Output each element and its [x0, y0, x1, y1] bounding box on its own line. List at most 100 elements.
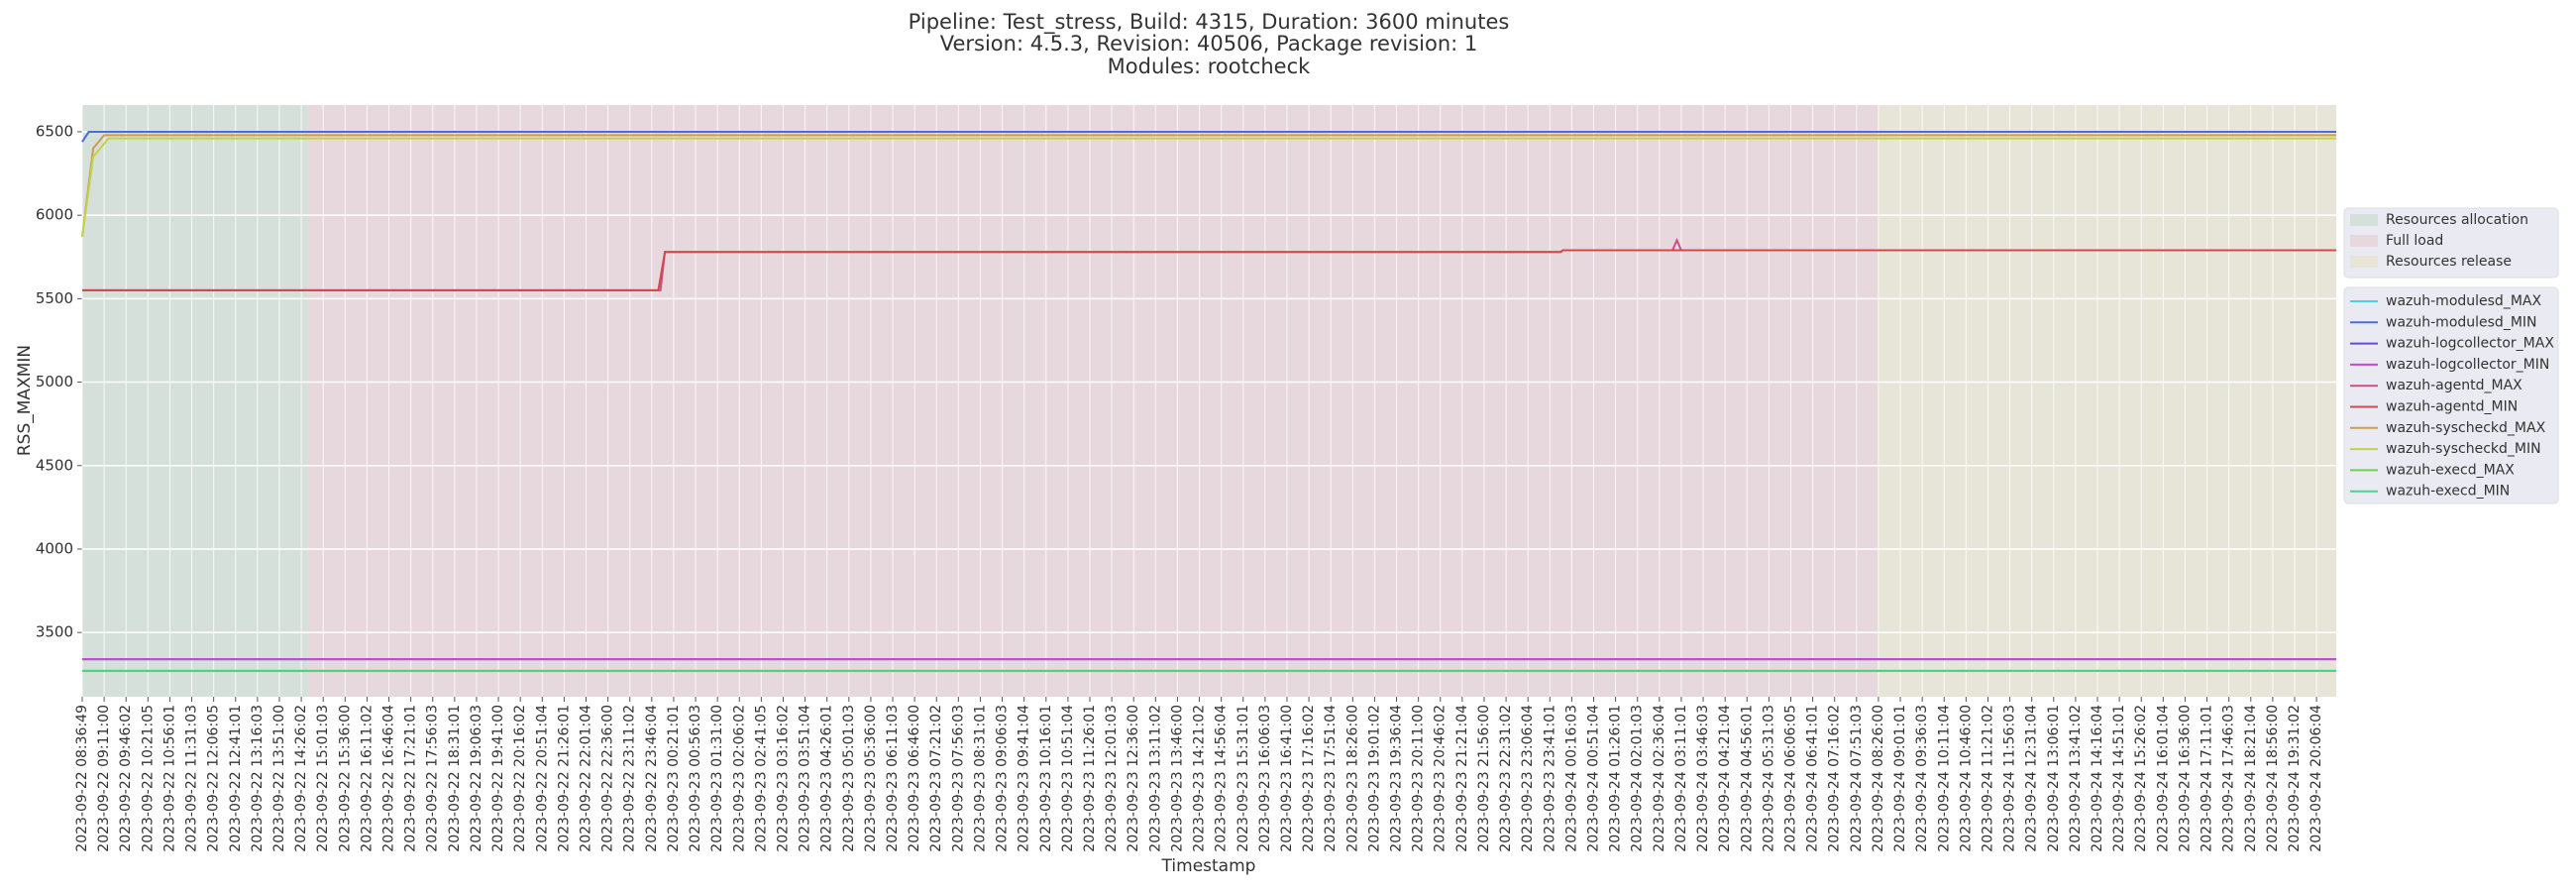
x-tick-label: 2023-09-24 17:46:03 [2221, 705, 2237, 852]
x-tick-label: 2023-09-24 13:06:01 [2046, 705, 2062, 852]
x-tick-label: 2023-09-24 00:51:04 [1586, 705, 1602, 852]
legend-label: wazuh-agentd_MIN [2386, 399, 2518, 415]
y-tick-label: 3500 [36, 623, 73, 641]
legend-label: wazuh-logcollector_MIN [2386, 357, 2549, 373]
x-tick-label: 2023-09-22 12:41:01 [228, 705, 244, 852]
x-tick-label: 2023-09-24 11:21:02 [1980, 705, 1995, 852]
x-tick-label: 2023-09-22 17:21:01 [403, 705, 419, 852]
x-tick-label: 2023-09-24 05:31:03 [1761, 705, 1776, 852]
y-tick-label: 5500 [36, 289, 73, 307]
x-tick-label: 2023-09-22 12:06:05 [206, 705, 222, 852]
x-tick-label: 2023-09-22 19:06:03 [469, 705, 484, 852]
x-tick-label: 2023-09-23 03:16:02 [775, 705, 791, 852]
x-tick-label: 2023-09-23 02:06:02 [731, 705, 747, 852]
x-tick-label: 2023-09-22 08:36:49 [74, 705, 90, 852]
legend-label: wazuh-syscheckd_MAX [2386, 420, 2546, 436]
x-tick-label: 2023-09-24 14:51:01 [2111, 705, 2127, 852]
x-tick-label: 2023-09-24 16:01:04 [2155, 705, 2171, 852]
x-tick-label: 2023-09-23 05:01:03 [841, 705, 857, 852]
x-tick-label: 2023-09-24 06:41:01 [1805, 705, 1821, 852]
x-tick-label: 2023-09-24 07:51:03 [1849, 705, 1865, 852]
x-tick-label: 2023-09-24 06:06:05 [1782, 705, 1798, 852]
title-line: Version: 4.5.3, Revision: 40506, Package… [940, 32, 1478, 56]
x-tick-label: 2023-09-24 12:31:04 [2024, 705, 2040, 852]
x-tick-label: 2023-09-22 14:26:02 [293, 705, 309, 852]
legend-label: wazuh-logcollector_MAX [2386, 336, 2554, 352]
x-tick-label: 2023-09-22 20:16:02 [512, 705, 528, 852]
x-tick-label: 2023-09-23 18:26:00 [1344, 705, 1360, 852]
x-tick-label: 2023-09-24 08:26:00 [1871, 705, 1886, 852]
y-tick-label: 5000 [36, 373, 73, 390]
x-tick-label: 2023-09-24 04:21:04 [1717, 705, 1733, 852]
x-tick-label: 2023-09-24 01:26:01 [1608, 705, 1624, 852]
x-tick-label: 2023-09-23 13:46:00 [1169, 705, 1185, 852]
x-tick-label: 2023-09-23 20:46:02 [1433, 705, 1449, 852]
x-tick-label: 2023-09-23 09:41:04 [1017, 705, 1032, 852]
x-tick-label: 2023-09-23 09:06:03 [995, 705, 1011, 852]
x-tick-label: 2023-09-23 15:31:01 [1235, 705, 1251, 852]
x-tick-label: 2023-09-24 10:11:04 [1936, 705, 1952, 852]
x-tick-label: 2023-09-23 21:21:04 [1454, 705, 1470, 852]
x-tick-label: 2023-09-24 00:16:03 [1563, 705, 1579, 852]
x-tick-label: 2023-09-23 10:51:04 [1060, 705, 1076, 852]
x-tick-label: 2023-09-23 14:21:02 [1192, 705, 1208, 852]
legend-label: Resources release [2386, 254, 2512, 270]
x-tick-label: 2023-09-23 07:56:03 [950, 705, 966, 852]
legend-box [2343, 286, 2559, 504]
series-line [81, 137, 2336, 238]
y-tick-label: 6000 [36, 206, 73, 224]
legend-label: Full load [2386, 233, 2443, 249]
x-tick-label: 2023-09-22 09:46:02 [118, 705, 134, 852]
y-tick-label: 6500 [36, 122, 73, 140]
x-tick-label: 2023-09-23 17:16:02 [1301, 705, 1317, 852]
legend-swatch [2350, 235, 2378, 247]
x-tick-label: 2023-09-23 20:11:00 [1411, 705, 1427, 852]
x-tick-label: 2023-09-24 02:01:03 [1630, 705, 1646, 852]
phase-region [307, 105, 1878, 697]
legend-label: wazuh-execd_MAX [2386, 462, 2515, 478]
x-tick-label: 2023-09-22 15:36:00 [337, 705, 353, 852]
title-line: Modules: rootcheck [1108, 55, 1311, 78]
x-tick-label: 2023-09-23 19:01:02 [1366, 705, 1382, 852]
x-tick-label: 2023-09-24 18:56:00 [2265, 705, 2281, 852]
x-tick-label: 2023-09-23 02:41:05 [753, 705, 769, 852]
phase-region [1878, 105, 2336, 697]
x-tick-label: 2023-09-24 18:21:04 [2243, 705, 2259, 852]
x-tick-label: 2023-09-24 14:16:04 [2090, 705, 2105, 852]
x-tick-label: 2023-09-23 12:01:03 [1104, 705, 1120, 852]
x-tick-label: 2023-09-24 20:06:04 [2308, 705, 2324, 852]
legend-label: wazuh-syscheckd_MIN [2386, 441, 2541, 457]
x-tick-label: 2023-09-24 03:11:01 [1673, 705, 1689, 852]
x-tick-label: 2023-09-24 15:26:02 [2133, 705, 2149, 852]
x-tick-label: 2023-09-23 06:11:03 [885, 705, 901, 852]
x-axis-label: Timestamp [1161, 856, 1256, 876]
x-tick-label: 2023-09-23 13:11:02 [1147, 705, 1163, 852]
x-tick-label: 2023-09-22 09:11:00 [96, 705, 112, 852]
title-line: Pipeline: Test_stress, Build: 4315, Dura… [909, 10, 1510, 35]
series-line [82, 249, 2336, 291]
x-tick-label: 2023-09-23 07:21:02 [928, 705, 944, 852]
x-tick-label: 2023-09-23 14:56:04 [1214, 705, 1230, 852]
x-tick-label: 2023-09-23 00:21:01 [666, 705, 682, 852]
legend-label: wazuh-modulesd_MIN [2386, 314, 2537, 330]
x-tick-label: 2023-09-24 09:36:03 [1914, 705, 1930, 852]
legend-label: wazuh-execd_MIN [2386, 484, 2510, 500]
x-tick-label: 2023-09-24 07:16:02 [1827, 705, 1843, 852]
y-tick-label: 4500 [36, 456, 73, 474]
legend-box [2343, 207, 2559, 279]
x-tick-label: 2023-09-23 03:51:04 [798, 705, 813, 852]
x-tick-label: 2023-09-24 13:41:02 [2068, 705, 2084, 852]
x-tick-label: 2023-09-23 17:51:04 [1323, 705, 1339, 852]
x-tick-label: 2023-09-23 23:06:04 [1520, 705, 1536, 852]
x-tick-label: 2023-09-23 05:36:00 [863, 705, 879, 852]
x-tick-label: 2023-09-23 01:31:00 [709, 705, 725, 852]
x-tick-label: 2023-09-22 15:01:03 [315, 705, 331, 852]
x-tick-label: 2023-09-22 21:26:01 [556, 705, 572, 852]
x-tick-label: 2023-09-24 02:36:04 [1652, 705, 1667, 852]
x-tick-label: 2023-09-22 16:11:02 [359, 705, 375, 852]
series-line [81, 130, 2336, 143]
x-tick-label: 2023-09-23 22:31:02 [1498, 705, 1514, 852]
x-tick-label: 2023-09-23 16:06:03 [1257, 705, 1273, 852]
